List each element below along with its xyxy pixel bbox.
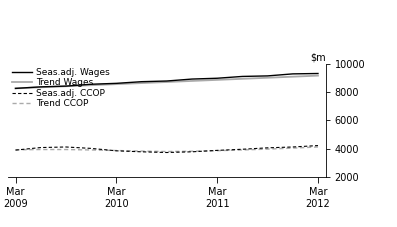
Trend Wages — [290, 75, 295, 78]
Trend CCOP — [189, 150, 194, 153]
Seas.adj. Wages — [189, 78, 194, 80]
Seas.adj. CCOP — [13, 149, 18, 151]
Seas.adj. CCOP — [240, 148, 245, 151]
Seas.adj. Wages — [316, 72, 320, 75]
Seas.adj. Wages — [240, 75, 245, 78]
Seas.adj. Wages — [290, 72, 295, 75]
Trend Wages — [240, 77, 245, 80]
Seas.adj. CCOP — [215, 149, 220, 152]
Trend Wages — [215, 79, 220, 81]
Trend Wages — [114, 83, 119, 86]
Legend: Seas.adj. Wages, Trend Wages, Seas.adj. CCOP, Trend CCOP: Seas.adj. Wages, Trend Wages, Seas.adj. … — [12, 68, 110, 108]
Seas.adj. CCOP — [316, 144, 320, 147]
Trend CCOP — [215, 149, 220, 152]
Trend CCOP — [164, 150, 169, 153]
Seas.adj. CCOP — [139, 151, 144, 153]
Trend CCOP — [316, 146, 320, 148]
Trend CCOP — [13, 148, 18, 151]
Trend CCOP — [265, 148, 270, 151]
Seas.adj. CCOP — [164, 151, 169, 154]
Trend CCOP — [89, 149, 94, 151]
Seas.adj. Wages — [39, 86, 43, 88]
Line: Trend Wages: Trend Wages — [15, 76, 318, 88]
Seas.adj. CCOP — [89, 147, 94, 150]
Trend Wages — [13, 87, 18, 90]
Trend Wages — [316, 74, 320, 77]
Seas.adj. CCOP — [290, 146, 295, 148]
Trend CCOP — [114, 149, 119, 152]
Trend CCOP — [240, 149, 245, 151]
Seas.adj. Wages — [265, 74, 270, 77]
Seas.adj. Wages — [13, 87, 18, 90]
Trend Wages — [265, 76, 270, 79]
Line: Seas.adj. Wages: Seas.adj. Wages — [15, 74, 318, 88]
Trend Wages — [89, 84, 94, 86]
Seas.adj. CCOP — [114, 149, 119, 152]
Line: Trend CCOP: Trend CCOP — [15, 147, 318, 152]
Seas.adj. CCOP — [39, 146, 43, 149]
Trend Wages — [164, 81, 169, 83]
Seas.adj. CCOP — [265, 146, 270, 149]
Line: Seas.adj. CCOP: Seas.adj. CCOP — [15, 146, 318, 153]
Trend Wages — [39, 86, 43, 89]
Seas.adj. Wages — [89, 83, 94, 86]
Seas.adj. Wages — [139, 80, 144, 83]
Seas.adj. Wages — [64, 85, 68, 87]
Trend CCOP — [64, 148, 68, 151]
Seas.adj. Wages — [164, 80, 169, 82]
Trend CCOP — [139, 150, 144, 153]
Seas.adj. CCOP — [189, 151, 194, 153]
Trend Wages — [189, 80, 194, 82]
Text: $m: $m — [310, 52, 326, 62]
Trend CCOP — [39, 148, 43, 151]
Trend CCOP — [290, 147, 295, 150]
Trend Wages — [139, 82, 144, 84]
Seas.adj. Wages — [114, 82, 119, 85]
Trend Wages — [64, 85, 68, 88]
Seas.adj. CCOP — [64, 146, 68, 148]
Seas.adj. Wages — [215, 77, 220, 80]
